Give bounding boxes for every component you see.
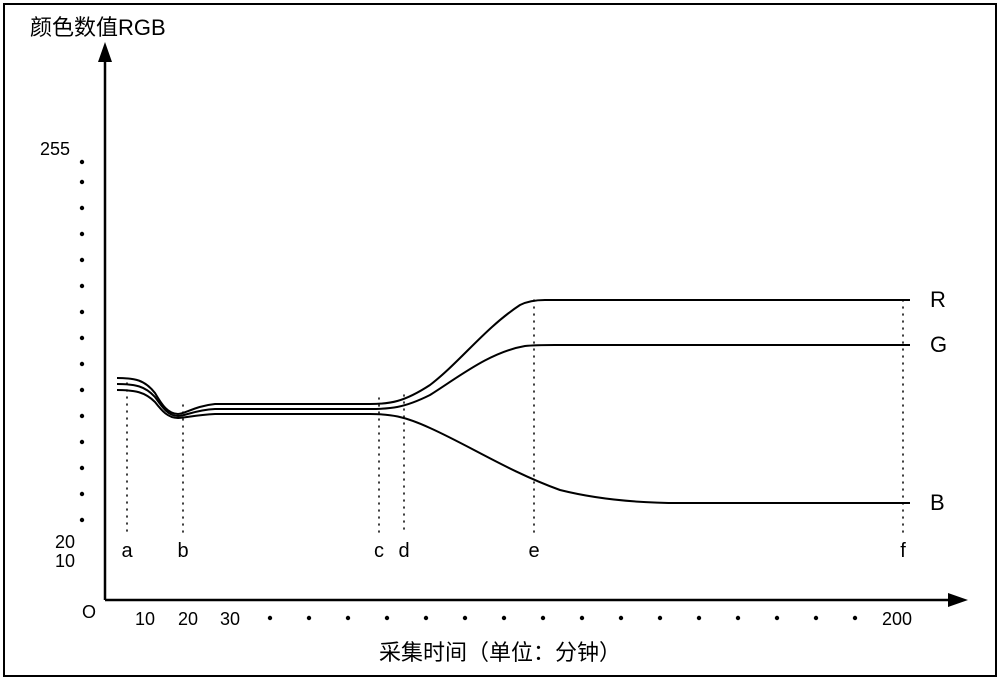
y-dot-ticks xyxy=(80,160,84,522)
origin-label: O xyxy=(82,602,96,622)
curves xyxy=(117,300,910,503)
marker-c-label: c xyxy=(374,540,384,562)
y-axis-arrow xyxy=(98,42,112,62)
y-axis-title: 颜色数值RGB xyxy=(30,15,166,40)
curve-b xyxy=(117,390,910,503)
series-b-label: B xyxy=(930,490,945,515)
x-tick-30: 30 xyxy=(220,609,240,629)
y-tick-255: 255 xyxy=(40,139,70,159)
marker-b-label: b xyxy=(177,540,188,562)
chart-svg: 颜色数值RGB O 10 20 255 10 20 30 200 xyxy=(0,0,1000,680)
curve-g xyxy=(117,345,910,416)
x-tick-20: 20 xyxy=(178,609,198,629)
rgb-line-chart: 颜色数值RGB O 10 20 255 10 20 30 200 xyxy=(0,0,1000,680)
x-axis-title: 采集时间（单位：分钟） xyxy=(379,640,621,665)
axes xyxy=(98,42,968,607)
marker-f-label: f xyxy=(900,540,906,562)
x-axis-arrow xyxy=(948,593,968,607)
series-r-label: R xyxy=(930,287,946,312)
x-tick-200: 200 xyxy=(882,609,912,629)
curve-r xyxy=(117,300,910,414)
marker-e-label: e xyxy=(528,540,539,562)
vertical-markers xyxy=(127,300,903,535)
y-tick-20: 20 xyxy=(55,532,75,552)
x-tick-10: 10 xyxy=(135,609,155,629)
chart-frame xyxy=(4,4,996,676)
y-tick-10: 10 xyxy=(55,551,75,571)
marker-a-label: a xyxy=(121,540,133,562)
series-g-label: G xyxy=(930,332,947,357)
x-dot-ticks xyxy=(268,616,857,620)
marker-d-label: d xyxy=(398,540,409,562)
